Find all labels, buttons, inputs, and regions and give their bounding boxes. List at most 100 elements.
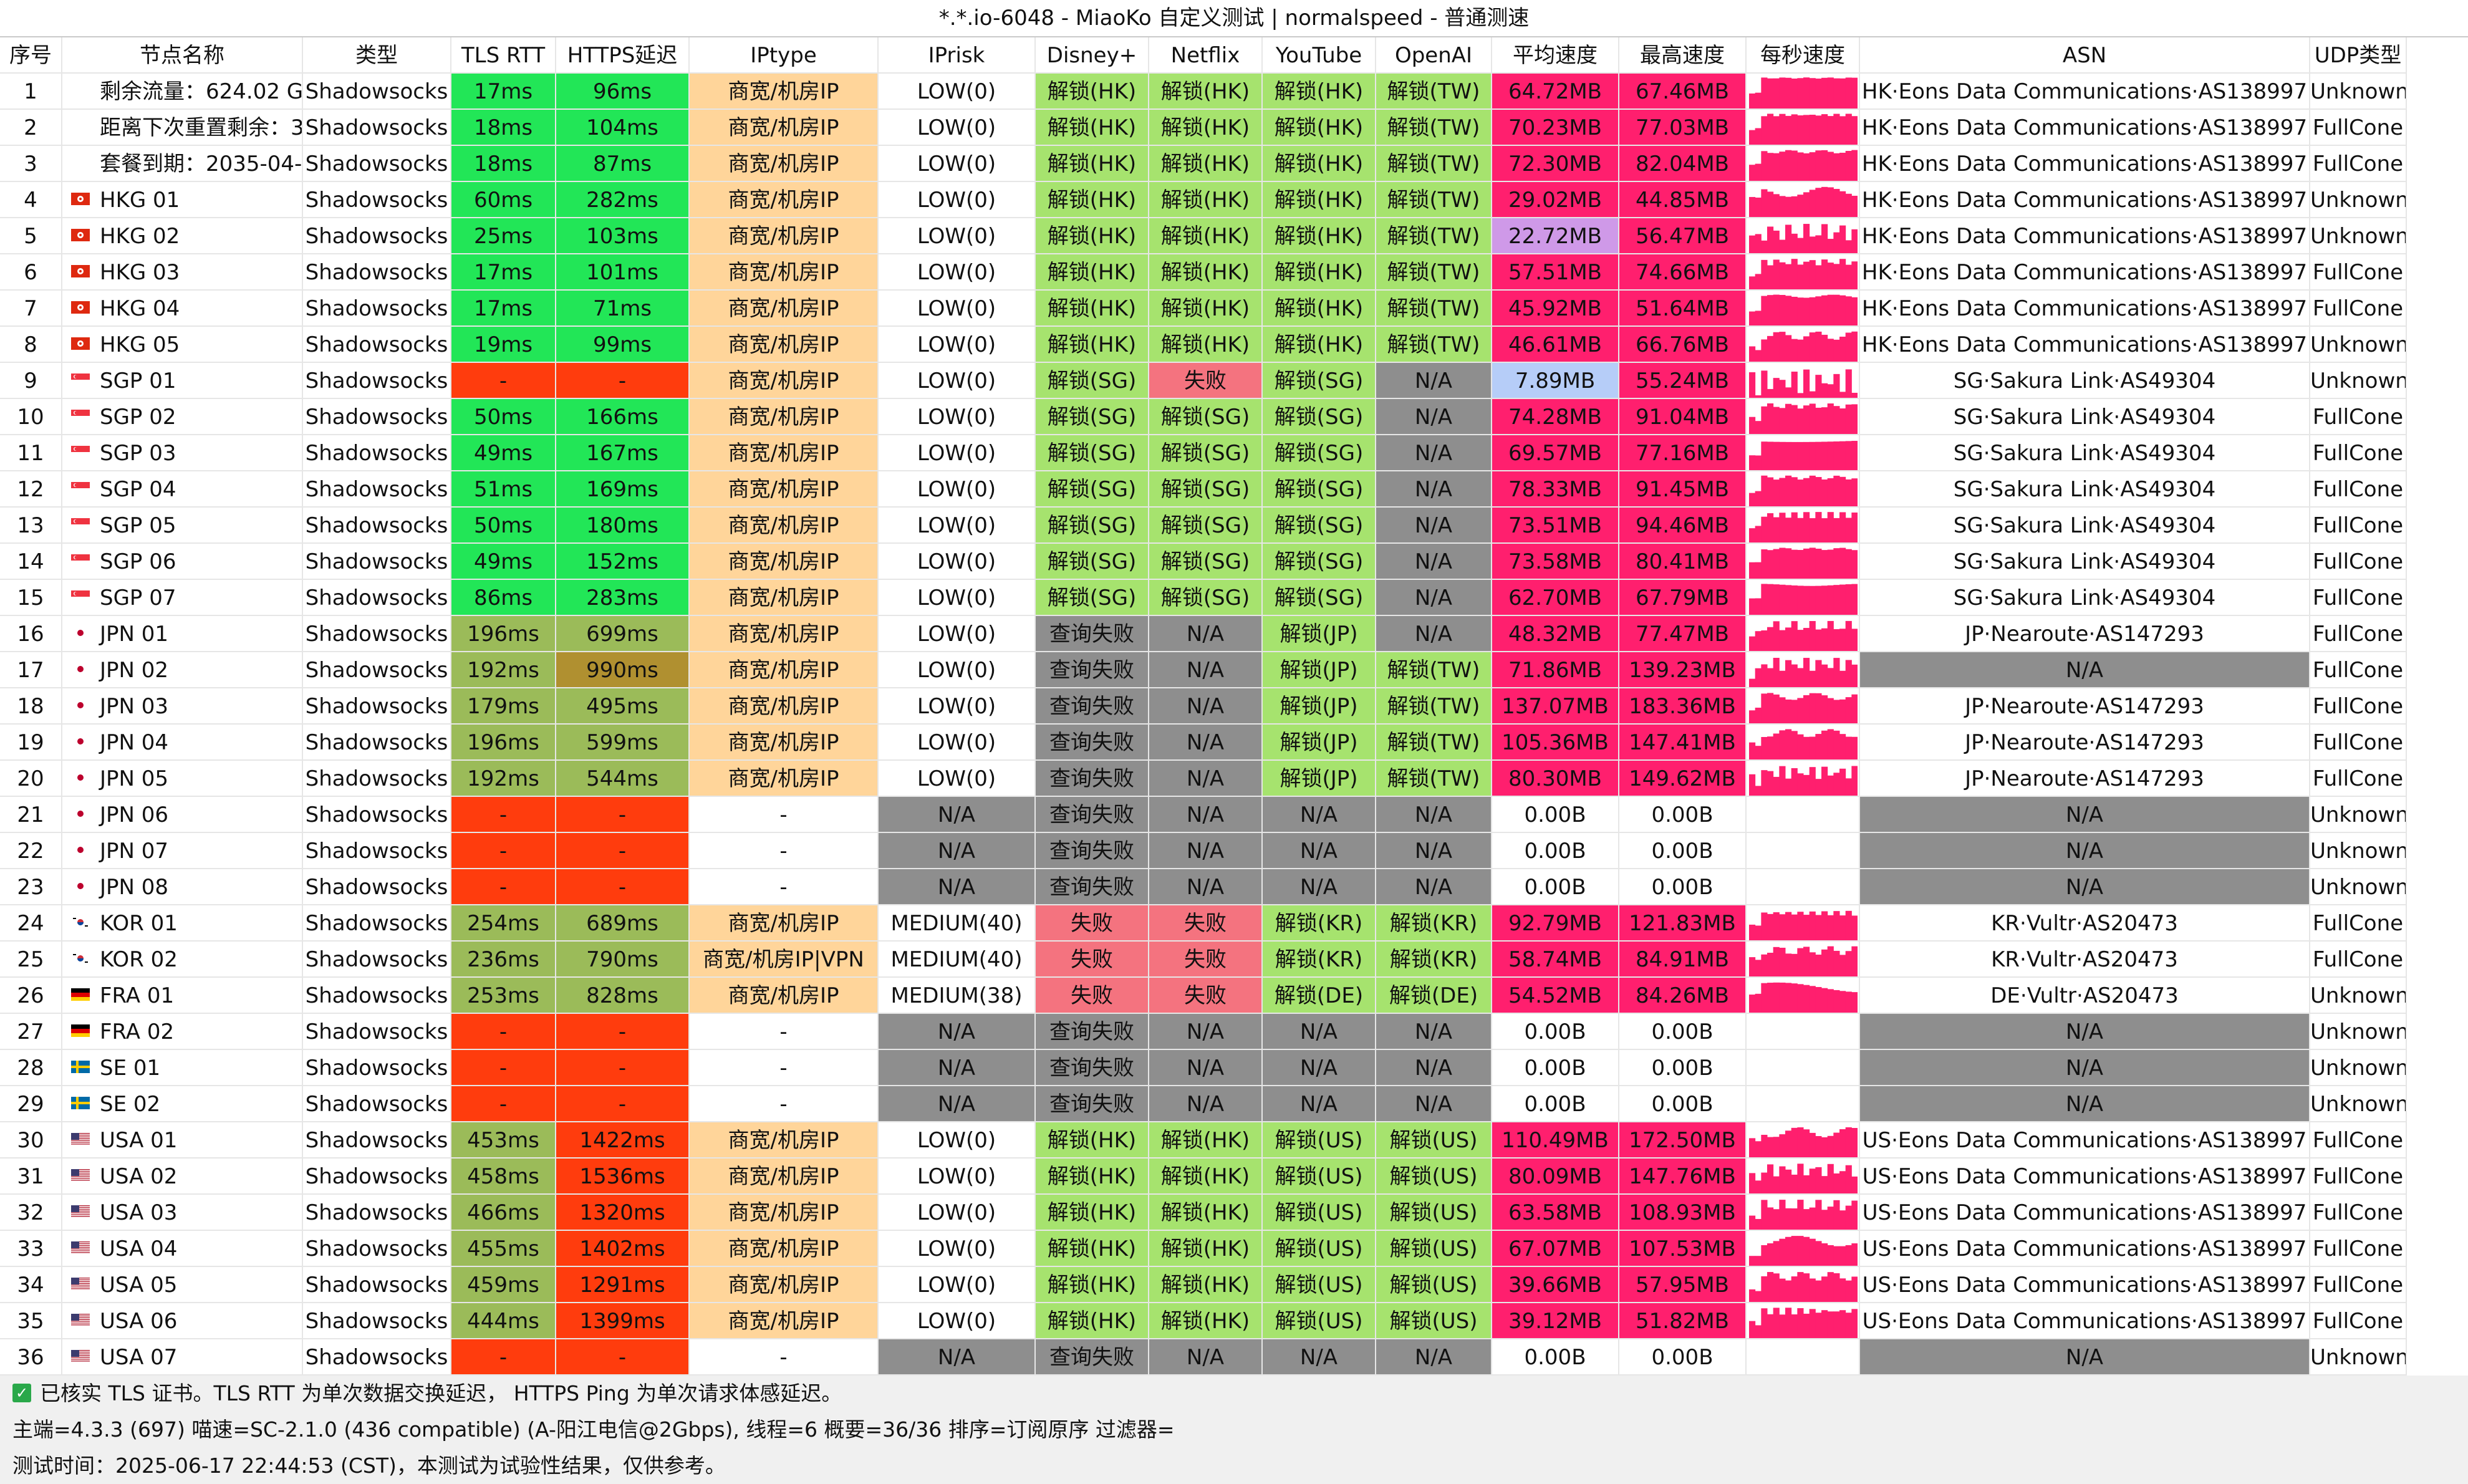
- header-col-index[interactable]: 序号: [0, 37, 62, 74]
- table-row[interactable]: 4 HKG 01 Shadowsocks 60ms 282ms 商宽/机房IP LOW(0)…: [0, 182, 2468, 218]
- sparkline-bar: [1755, 163, 1762, 181]
- header-col-udp-type[interactable]: UDP类型: [2310, 37, 2407, 74]
- cell-max-speed: 139.23MB: [1619, 652, 1747, 688]
- cell-disney: 解锁(SG): [1036, 544, 1149, 580]
- cell-disney: 解锁(HK): [1036, 327, 1149, 363]
- table-row[interactable]: 7 HKG 04 Shadowsocks 17ms 71ms 商宽/机房IP LOW(0) 解…: [0, 291, 2468, 327]
- sparkline-bar: [1755, 925, 1762, 940]
- cell-openai: N/A: [1376, 580, 1492, 616]
- sparkline-bar: [1851, 946, 1858, 976]
- table-row[interactable]: 33 USA 04 Shadowsocks 455ms 1402ms 商宽/机房IP LOW…: [0, 1231, 2468, 1267]
- header-col-disney[interactable]: Disney+: [1036, 37, 1149, 74]
- table-row[interactable]: 29 SE 02 Shadowsocks - - - N/A 查询失败 N/A N/A N/A 0.0…: [0, 1086, 2468, 1122]
- table-row[interactable]: 5 HKG 02 Shadowsocks 25ms 103ms 商宽/机房IP LOW(0)…: [0, 218, 2468, 254]
- sparkline-bar: [1803, 736, 1810, 759]
- table-row[interactable]: 20 JPN 05 Shadowsocks 192ms 544ms 商宽/机房IP LOW(…: [0, 761, 2468, 797]
- sparkline-bar: [1773, 982, 1780, 1013]
- flag-jp-icon: [70, 725, 91, 759]
- sparkline-bar: [1767, 1137, 1774, 1157]
- table-row[interactable]: 1 剩余流量：624.02 GB Shadowsocks 17ms 96ms 商宽/机房I…: [0, 74, 2468, 110]
- table-row[interactable]: 11 SGP 03 Shadowsocks 49ms 167ms 商宽/机房IP LOW(0…: [0, 435, 2468, 471]
- header-col-per-second[interactable]: 每秒速度: [1747, 37, 1860, 74]
- sparkline-bar: [1797, 698, 1804, 723]
- table-row[interactable]: 8 HKG 05 Shadowsocks 19ms 99ms 商宽/机房IP LOW(0) 解…: [0, 327, 2468, 363]
- cell-max-speed: 147.76MB: [1619, 1159, 1747, 1195]
- cell-node-name: SE 01: [62, 1050, 303, 1086]
- table-row[interactable]: 34 USA 05 Shadowsocks 459ms 1291ms 商宽/机房IP LOW…: [0, 1267, 2468, 1303]
- cell-max-speed: 0.00B: [1619, 833, 1747, 869]
- header-col-youtube[interactable]: YouTube: [1263, 37, 1376, 74]
- flag-us-icon: [70, 1339, 91, 1374]
- sparkline-bar: [1779, 947, 1786, 976]
- cell-asn: JP·Nearoute·AS147293: [1860, 725, 2310, 761]
- sparkline-bar: [1779, 239, 1786, 253]
- cell-asn: US·Eons Data Communications·AS138997: [1860, 1122, 2310, 1159]
- cell-netflix: 失败: [1149, 942, 1263, 978]
- sparkline-bar: [1785, 1208, 1792, 1230]
- header-col-iprisk[interactable]: IPrisk: [879, 37, 1036, 74]
- header-col-avg-speed[interactable]: 平均速度: [1492, 37, 1619, 74]
- flag-sg-icon: [70, 508, 91, 542]
- table-row[interactable]: 26 FRA 01 Shadowsocks 253ms 828ms 商宽/机房IP MEDI…: [0, 978, 2468, 1014]
- cell-udp-type: Unknown: [2310, 978, 2407, 1014]
- table-row[interactable]: 10 SGP 02 Shadowsocks 50ms 166ms 商宽/机房IP LOW(0…: [0, 399, 2468, 435]
- cell-type: Shadowsocks: [303, 1195, 451, 1231]
- table-row[interactable]: 25 KOR 02 Shadowsocks 236ms 790ms 商宽/机房IP|VPN…: [0, 942, 2468, 978]
- header-col-node-name[interactable]: 节点名称: [62, 37, 303, 74]
- table-row[interactable]: 6 HKG 03 Shadowsocks 17ms 101ms 商宽/机房IP LOW(0)…: [0, 254, 2468, 291]
- header-col-https-delay[interactable]: HTTPS延迟: [556, 37, 690, 74]
- table-row[interactable]: 27 FRA 02 Shadowsocks - - - N/A 查询失败 N/A N/A N/A 0.…: [0, 1014, 2468, 1050]
- table-row[interactable]: 35 USA 06 Shadowsocks 444ms 1399ms 商宽/机房IP LOW…: [0, 1303, 2468, 1339]
- table-row[interactable]: 2 距离下次重置剩余：3 天Shadowsocks18ms104ms商宽/机房IP…: [0, 110, 2468, 146]
- cell-node-name: USA 01: [62, 1122, 303, 1159]
- table-row[interactable]: 19 JPN 04 Shadowsocks 196ms 599ms 商宽/机房IP LOW(…: [0, 725, 2468, 761]
- cell-asn: N/A: [1860, 833, 2310, 869]
- sparkline-bar: [1815, 779, 1822, 796]
- header-col-type[interactable]: 类型: [303, 37, 451, 74]
- cell-https-delay: 87ms: [556, 146, 690, 182]
- table-row[interactable]: 14 SGP 06 Shadowsocks 49ms 152ms 商宽/机房IP LOW(0…: [0, 544, 2468, 580]
- table-row[interactable]: 23 JPN 08 Shadowsocks - - - N/A 查询失败 N/A N/A N/A 0.…: [0, 869, 2468, 905]
- sparkline-bar: [1797, 518, 1804, 542]
- flag-jp-icon: [70, 833, 91, 868]
- cell-iptype: -: [690, 1086, 879, 1122]
- table-row[interactable]: 18 JPN 03 Shadowsocks 179ms 495ms 商宽/机房IP LOW(…: [0, 688, 2468, 725]
- cell-iptype: -: [690, 869, 879, 905]
- table-row[interactable]: 32 USA 03 Shadowsocks 466ms 1320ms 商宽/机房IP LOW…: [0, 1195, 2468, 1231]
- table-row[interactable]: 22 JPN 07 Shadowsocks - - - N/A 查询失败 N/A N/A N/A 0.…: [0, 833, 2468, 869]
- table-row[interactable]: 31 USA 02 Shadowsocks 458ms 1536ms 商宽/机房IP LOW…: [0, 1159, 2468, 1195]
- cell-type: Shadowsocks: [303, 1339, 451, 1376]
- header-col-asn[interactable]: ASN: [1860, 37, 2310, 74]
- cell-max-speed: 74.66MB: [1619, 254, 1747, 291]
- cell-asn: SG·Sakura Link·AS49304: [1860, 508, 2310, 544]
- sparkline-bar: [1779, 113, 1786, 145]
- header-col-openai[interactable]: OpenAI: [1376, 37, 1492, 74]
- table-row[interactable]: 16 JPN 01 Shadowsocks 196ms 699ms 商宽/机房IP LOW(…: [0, 616, 2468, 652]
- table-row[interactable]: 12 SGP 04 Shadowsocks 51ms 169ms 商宽/机房IP LOW(0…: [0, 471, 2468, 508]
- table-row[interactable]: 36 USA 07 Shadowsocks - - - N/A 查询失败 N/A N/A N/A 0.…: [0, 1339, 2468, 1376]
- table-row[interactable]: 15 SGP 07 Shadowsocks 86ms 283ms 商宽/机房IP LOW(0…: [0, 580, 2468, 616]
- cell-tls-rtt: 458ms: [451, 1159, 556, 1195]
- cell-openai: N/A: [1376, 471, 1492, 508]
- table-row[interactable]: 9 SGP 01 Shadowsocks - - 商宽/机房IP LOW(0) 解锁(SG) 失…: [0, 363, 2468, 399]
- sparkline-bar: [1839, 1278, 1846, 1302]
- table-row[interactable]: 21 JPN 06 Shadowsocks - - - N/A 查询失败 N/A N/A N/A 0.…: [0, 797, 2468, 833]
- sparkline-bar: [1761, 693, 1768, 723]
- header-col-iptype[interactable]: IPtype: [690, 37, 879, 74]
- table-row[interactable]: 30 USA 01 Shadowsocks 453ms 1422ms 商宽/机房IP LOW…: [0, 1122, 2468, 1159]
- table-row[interactable]: 24 KOR 01 Shadowsocks 254ms 689ms 商宽/机房IP MEDI…: [0, 905, 2468, 942]
- cell-per-second: [1747, 399, 1860, 435]
- table-row[interactable]: 28 SE 01 Shadowsocks - - - N/A 查询失败 N/A N/A N/A 0.0…: [0, 1050, 2468, 1086]
- table-row[interactable]: 17 JPN 02 Shadowsocks 192ms 990ms 商宽/机房IP LOW(…: [0, 652, 2468, 688]
- table-row[interactable]: 13 SGP 05 Shadowsocks 50ms 180ms 商宽/机房IP LOW(0…: [0, 508, 2468, 544]
- header-col-tls-rtt[interactable]: TLS RTT: [451, 37, 556, 74]
- cell-index: 7: [0, 291, 62, 327]
- cell-max-speed: 183.36MB: [1619, 688, 1747, 725]
- header-col-netflix[interactable]: Netflix: [1149, 37, 1263, 74]
- sparkline-bar: [1749, 165, 1756, 181]
- sparkline-bar: [1755, 1325, 1762, 1338]
- cell-index: 29: [0, 1086, 62, 1122]
- table-row[interactable]: 3 套餐到期：2035-04-20Shadowsocks18ms87ms商宽/机房…: [0, 146, 2468, 182]
- sparkline-bar: [1785, 729, 1792, 759]
- header-col-max-speed[interactable]: 最高速度: [1619, 37, 1747, 74]
